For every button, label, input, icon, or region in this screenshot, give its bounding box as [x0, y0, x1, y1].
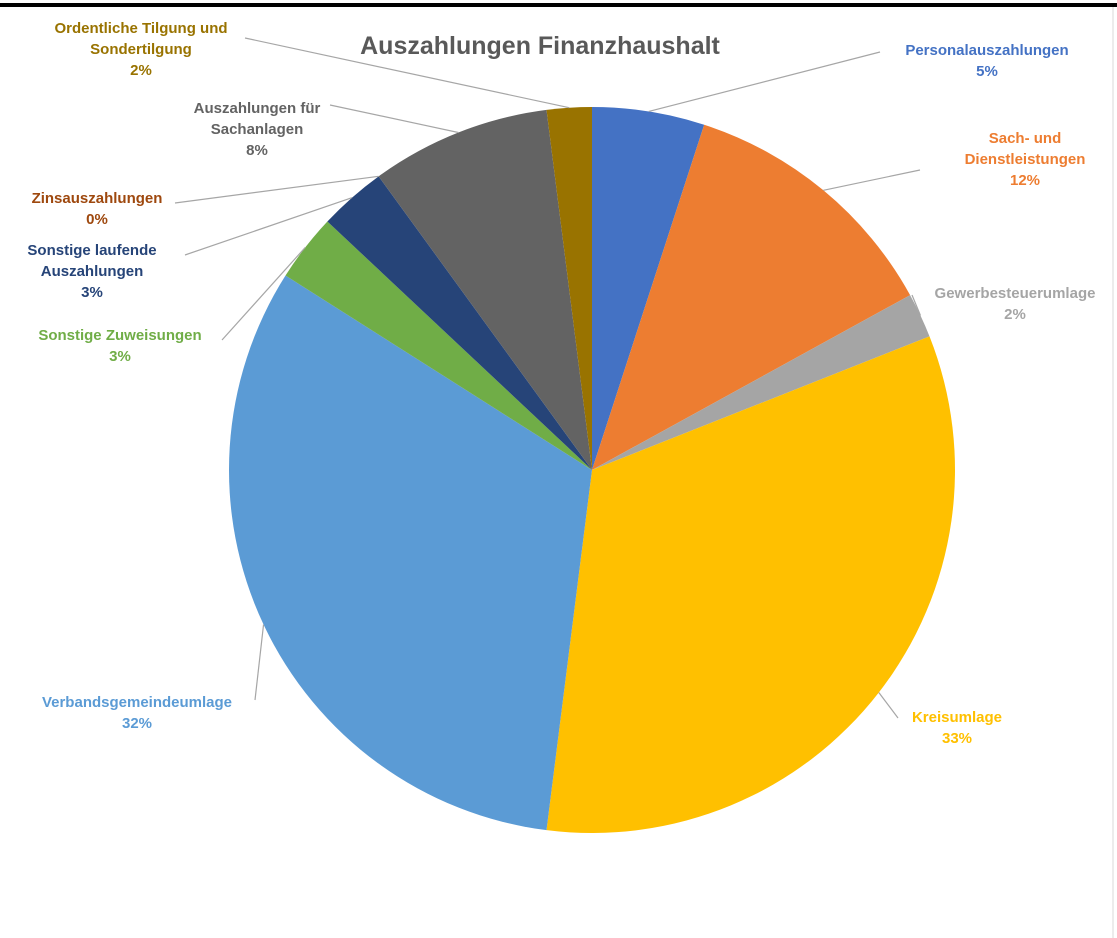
- slice-value-label: 3%: [81, 284, 103, 301]
- slice-label: Gewerbesteuerumlage: [934, 285, 1096, 302]
- pie-slice: [592, 107, 705, 470]
- slice-value-label: 32%: [121, 715, 153, 732]
- slice-label: Zinsauszahlungen: [31, 190, 163, 207]
- slice-label: Sonstige Zuweisungen: [38, 327, 202, 344]
- leader-line: [254, 624, 265, 701]
- leader-line: [823, 169, 921, 191]
- slice-label: Sonstige laufende Auszahlungen: [27, 242, 157, 280]
- pie-slice: [592, 124, 911, 471]
- pie-slice: [285, 221, 592, 470]
- slice-label: Verbandsgemeindeumlage: [41, 694, 233, 711]
- pie-slice: [546, 336, 955, 834]
- leader-line: [878, 692, 899, 719]
- pie-slice: [546, 107, 592, 470]
- leader-line: [174, 175, 379, 204]
- slice-label: Kreisumlage: [911, 709, 1003, 726]
- slice-label: Auszahlungen für Sachanlagen: [193, 100, 321, 138]
- pie-slice: [592, 295, 930, 470]
- slice-value-label: 12%: [1009, 172, 1041, 189]
- top-border: [0, 3, 1117, 7]
- leader-line: [244, 37, 570, 109]
- slice-value-label: 3%: [109, 348, 131, 365]
- leader-line: [329, 104, 459, 134]
- pie-slice: [378, 109, 592, 470]
- slice-label: Sach- und Dienstleistungen: [964, 130, 1086, 168]
- leader-line: [911, 294, 922, 316]
- pie-slice: [228, 275, 592, 831]
- slice-value-label: 2%: [1004, 306, 1026, 323]
- leader-line: [648, 51, 881, 113]
- chart-title: Auszahlungen Finanzhaushalt: [360, 32, 720, 60]
- slice-label: Personalauszahlungen: [905, 42, 1069, 59]
- slice-label: Ordentliche Tilgung und Sondertilgung: [54, 20, 228, 58]
- pie-slice: [327, 176, 592, 470]
- slice-value-label: 2%: [130, 62, 152, 79]
- slice-value-label: 33%: [941, 730, 973, 747]
- leader-line: [184, 197, 353, 256]
- leader-line: [221, 247, 306, 341]
- slice-value-label: 8%: [246, 142, 268, 159]
- slice-value-label: 0%: [86, 211, 108, 228]
- slice-value-label: 5%: [976, 63, 998, 80]
